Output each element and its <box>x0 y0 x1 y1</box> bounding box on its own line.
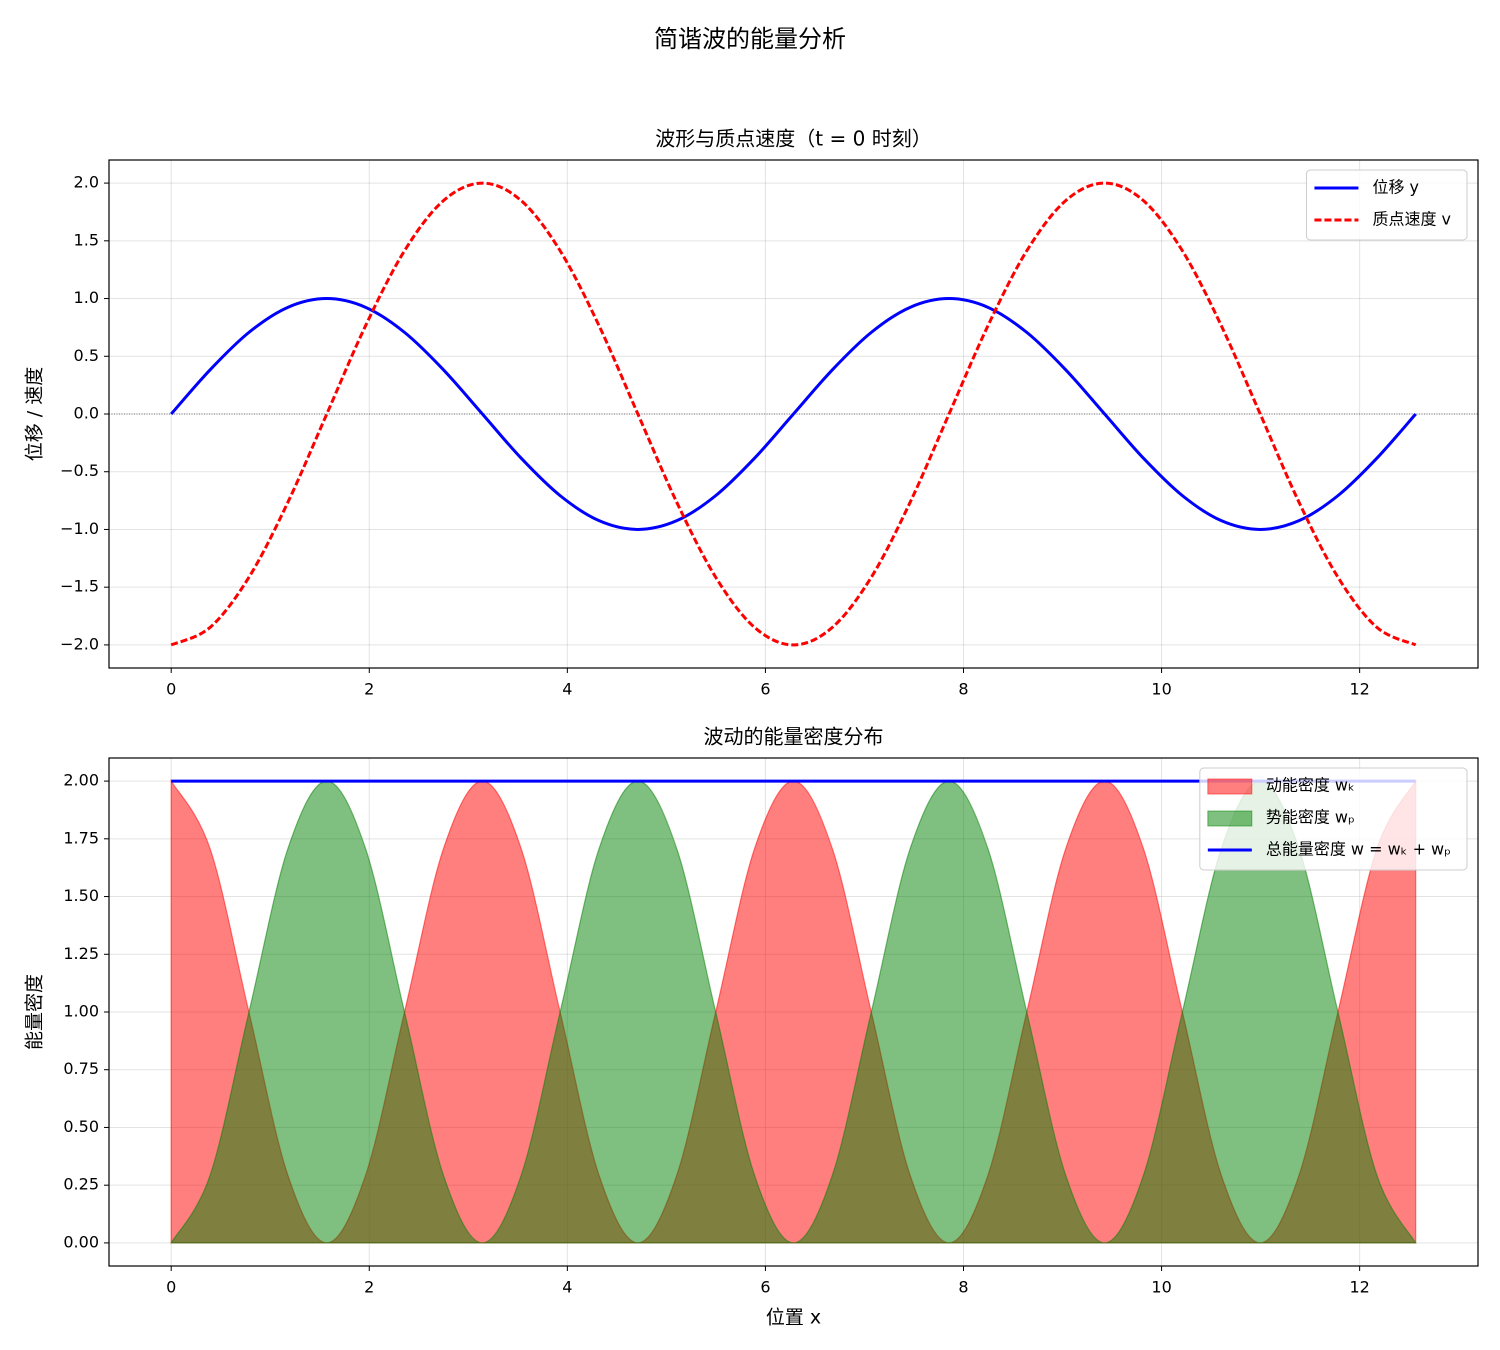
y-tick-label: 0.0 <box>74 404 99 423</box>
y-axis-label: 能量密度 <box>24 974 46 1050</box>
y-tick-label: 1.00 <box>63 1002 99 1021</box>
legend-label: 势能密度 wₚ <box>1266 808 1355 827</box>
y-tick-label: 1.0 <box>74 288 99 307</box>
x-tick-label: 0 <box>166 1278 176 1297</box>
y-tick-label: 1.25 <box>63 944 99 963</box>
legend-label: 动能密度 wₖ <box>1266 776 1355 795</box>
x-tick-label: 6 <box>760 1278 770 1297</box>
x-tick-label: 4 <box>562 680 572 699</box>
y-tick-label: 1.50 <box>63 886 99 905</box>
legend: 位移 y 质点速度 v <box>1305 169 1468 241</box>
x-tick-label: 2 <box>364 1278 374 1297</box>
figure-title: 简谐波的能量分析 <box>654 25 846 53</box>
y-tick-label: −1.0 <box>60 519 99 538</box>
x-tick-label: 10 <box>1151 680 1171 699</box>
x-tick-label: 12 <box>1349 680 1369 699</box>
line <box>170 297 1417 531</box>
y-tick-label: −1.5 <box>60 577 99 596</box>
axes-frame <box>108 159 1479 669</box>
x-tick-label: 8 <box>958 680 968 699</box>
x-axis-label: 位置 x <box>766 1307 821 1329</box>
y-tick-label: 2.0 <box>74 173 99 192</box>
legend: 动能密度 wₖ 势能密度 wₚ 总能量密度 w = wₖ + wₚ <box>1199 767 1468 871</box>
y-tick-label: 0.5 <box>74 346 99 365</box>
legend-label: 位移 y <box>1372 178 1419 197</box>
subplot-title: 波动的能量密度分布 <box>704 725 884 749</box>
subplot-title: 波形与质点速度（t = 0 时刻） <box>655 127 931 151</box>
y-tick-label: 2.00 <box>63 771 99 790</box>
x-tick-label: 10 <box>1151 1278 1171 1297</box>
x-tick-label: 12 <box>1349 1278 1369 1297</box>
x-tick-label: 8 <box>958 1278 968 1297</box>
y-tick-label: −2.0 <box>60 634 99 653</box>
x-tick-label: 4 <box>562 1278 572 1297</box>
plot-area <box>170 181 1417 647</box>
x-tick-label: 2 <box>364 680 374 699</box>
legend-swatch <box>1207 778 1253 795</box>
y-tick-label: 0.00 <box>63 1232 99 1251</box>
y-axis-label: 位移 / 速度 <box>24 367 46 461</box>
axes-frame <box>108 757 1479 1267</box>
x-tick-label: 0 <box>166 680 176 699</box>
legend-label: 质点速度 v <box>1372 210 1451 229</box>
legend-swatch <box>1207 810 1253 827</box>
x-tick-label: 6 <box>760 680 770 699</box>
y-tick-label: 1.75 <box>63 828 99 847</box>
y-tick-label: 0.50 <box>63 1117 99 1136</box>
y-tick-label: −0.5 <box>60 461 99 480</box>
y-tick-label: 0.75 <box>63 1059 99 1078</box>
legend-label: 总能量密度 w = wₖ + wₚ <box>1266 840 1451 859</box>
legend-box <box>1199 767 1468 871</box>
y-tick-label: 0.25 <box>63 1175 99 1194</box>
y-tick-label: 1.5 <box>74 230 99 249</box>
line <box>170 181 1417 647</box>
